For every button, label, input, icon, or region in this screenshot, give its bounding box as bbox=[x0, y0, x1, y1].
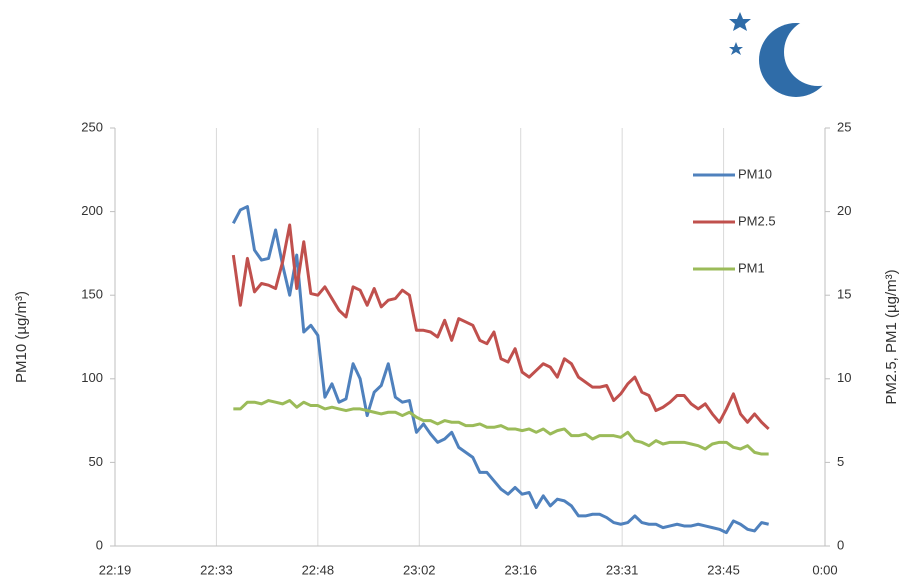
x-tick-label: 0:00 bbox=[812, 562, 837, 577]
legend-label: PM2.5 bbox=[738, 213, 776, 228]
x-tick-label: 23:02 bbox=[403, 562, 436, 577]
series-line bbox=[231, 223, 770, 431]
y-tick-label: 200 bbox=[81, 203, 103, 218]
y-tick-label: 0 bbox=[96, 537, 103, 552]
y-tick-label: 250 bbox=[81, 119, 103, 134]
y-tick-label: 50 bbox=[89, 454, 103, 469]
legend-label: PM10 bbox=[738, 166, 772, 181]
y-tick-label: 150 bbox=[81, 287, 103, 302]
moon-icon bbox=[729, 12, 833, 97]
x-tick-label: 22:48 bbox=[302, 562, 335, 577]
y2-tick-label: 15 bbox=[837, 287, 851, 302]
y2-tick-label: 0 bbox=[837, 537, 844, 552]
y-tick-label: 100 bbox=[81, 370, 103, 385]
y2-tick-label: 25 bbox=[837, 119, 851, 134]
x-tick-label: 23:45 bbox=[707, 562, 740, 577]
y2-tick-label: 5 bbox=[837, 454, 844, 469]
x-tick-label: 22:33 bbox=[200, 562, 233, 577]
x-tick-label: 23:31 bbox=[606, 562, 639, 577]
series-line bbox=[232, 205, 769, 535]
series-line bbox=[233, 399, 769, 456]
x-tick-label: 22:19 bbox=[99, 562, 132, 577]
y2-tick-label: 20 bbox=[837, 203, 851, 218]
y2-tick-label: 10 bbox=[837, 370, 851, 385]
legend-label: PM1 bbox=[738, 260, 765, 275]
y-axis-label: PM10 (µg/m³) bbox=[13, 291, 30, 383]
y2-axis-label: PM2.5, PM1 (µg/m³) bbox=[883, 269, 900, 404]
x-tick-label: 23:16 bbox=[504, 562, 537, 577]
